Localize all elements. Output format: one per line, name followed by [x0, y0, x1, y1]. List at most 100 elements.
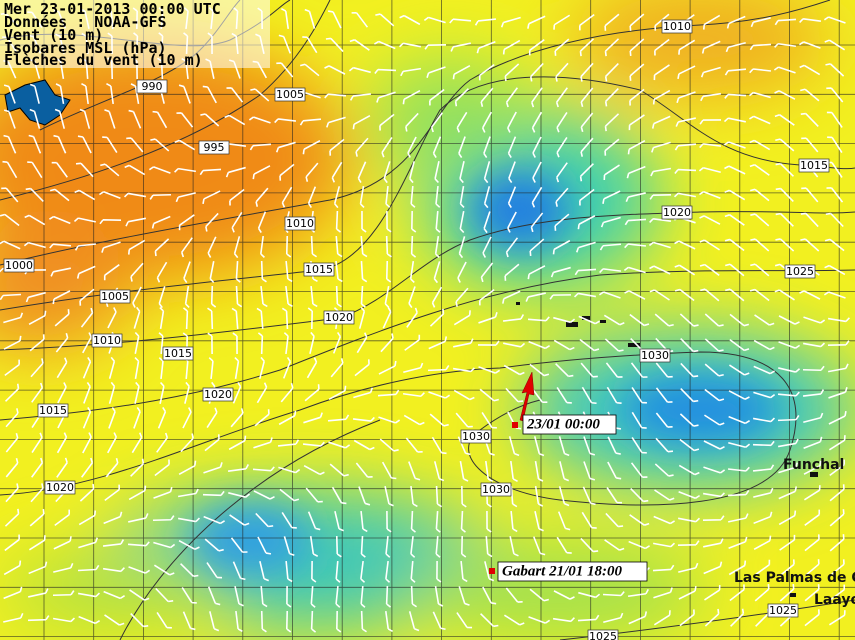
wind-arrow — [724, 68, 747, 76]
wind-arrow — [158, 332, 164, 355]
wind-arrow — [552, 617, 575, 623]
wind-arrow — [228, 435, 247, 451]
wind-arrow — [728, 513, 749, 523]
wind-arrow — [678, 562, 699, 573]
isobar-label: 1020 — [46, 481, 74, 494]
wind-arrow — [702, 14, 721, 30]
wind-arrow — [579, 163, 594, 182]
wind-arrow — [753, 391, 776, 399]
wind-arrow — [704, 388, 725, 402]
wind-arrow — [328, 385, 347, 400]
wind-arrow — [704, 313, 724, 327]
wind-arrow — [277, 439, 300, 447]
wind-arrow — [77, 592, 101, 598]
wind-arrow — [386, 210, 392, 233]
wind-arrow — [30, 358, 44, 378]
wind-arrow — [254, 409, 270, 427]
wind-arrow — [28, 588, 49, 598]
wind-arrow — [532, 161, 542, 183]
wind-arrow — [24, 214, 46, 226]
wind-arrow — [507, 111, 517, 133]
wind-arrow — [50, 267, 71, 277]
wind-arrow — [778, 510, 797, 526]
isobar-label-box — [587, 629, 619, 640]
wind-arrow — [655, 412, 673, 428]
wind-arrow — [525, 292, 546, 302]
wind-arrow — [410, 585, 417, 608]
wind-arrow — [335, 585, 341, 608]
isobar-label: 1005 — [276, 88, 304, 101]
wind-arrow — [478, 312, 498, 324]
wind-arrow — [804, 584, 820, 602]
wind-arrow — [485, 460, 493, 483]
isobar-label-box — [661, 19, 693, 34]
wind-arrow — [353, 439, 375, 451]
wind-arrow — [56, 432, 68, 454]
wind-arrow — [28, 535, 46, 551]
wind-arrow — [680, 362, 699, 378]
wind-arrow — [29, 334, 45, 352]
wind-arrow — [231, 211, 243, 233]
wind-arrow — [174, 167, 197, 173]
wind-arrow — [679, 438, 700, 452]
wind-arrow — [649, 265, 671, 275]
wind-arrow — [53, 562, 74, 573]
wind-arrow — [405, 437, 423, 453]
wind-arrow — [704, 585, 721, 601]
wind-arrow — [378, 416, 401, 424]
wind-arrow — [435, 510, 441, 533]
wind-arrow — [580, 87, 594, 107]
wind-arrow — [5, 458, 19, 478]
wind-arrow — [130, 83, 140, 105]
wind-arrow — [507, 211, 517, 233]
wind-arrow — [829, 509, 845, 527]
wind-arrow — [101, 241, 121, 253]
wind-arrow — [775, 162, 795, 177]
wind-arrow — [56, 457, 68, 478]
wind-arrow — [427, 365, 450, 372]
wind-arrow — [674, 264, 696, 276]
wind-arrow — [580, 137, 594, 157]
wind-arrow — [505, 387, 524, 403]
wind-arrow — [379, 113, 395, 131]
wind-arrow — [580, 362, 598, 378]
wind-arrow — [410, 510, 416, 533]
wind-arrow — [453, 389, 475, 401]
wind-arrow — [577, 614, 600, 622]
wind-arrow — [677, 65, 696, 79]
wind-arrow — [778, 486, 798, 500]
wind-arrow — [324, 65, 346, 75]
wind-arrow — [407, 136, 417, 158]
wind-arrow — [385, 185, 391, 208]
wind-arrow — [54, 309, 70, 327]
wind-arrow — [829, 534, 845, 552]
wind-arrow — [699, 263, 720, 277]
wind-arrow — [0, 293, 22, 301]
wind-arrow — [435, 485, 443, 508]
wind-arrow — [252, 165, 271, 180]
wind-arrow — [510, 460, 518, 483]
wind-arrow — [625, 192, 646, 203]
wind-arrow — [478, 64, 495, 81]
isobar-label: 1030 — [482, 483, 510, 496]
wind-arrow — [75, 162, 94, 178]
wind-arrow — [360, 285, 366, 308]
wind-arrow — [699, 143, 722, 149]
wind-arrow — [184, 285, 190, 308]
wind-arrow — [359, 185, 365, 209]
wind-arrow — [303, 412, 323, 424]
wind-arrow — [826, 111, 843, 128]
wind-arrow — [2, 160, 18, 179]
isobar-label-box — [44, 480, 76, 495]
wind-arrow — [729, 313, 750, 327]
wind-arrow — [55, 83, 65, 105]
wind-arrow — [533, 436, 545, 457]
isobar-label-box — [323, 310, 355, 325]
wind-arrow — [480, 613, 499, 628]
wind-arrow — [803, 436, 823, 450]
wind-arrow — [255, 187, 269, 207]
wind-arrow — [479, 388, 499, 402]
wind-arrow — [204, 434, 220, 452]
wind-arrow — [29, 83, 40, 104]
wind-arrow — [281, 307, 289, 330]
